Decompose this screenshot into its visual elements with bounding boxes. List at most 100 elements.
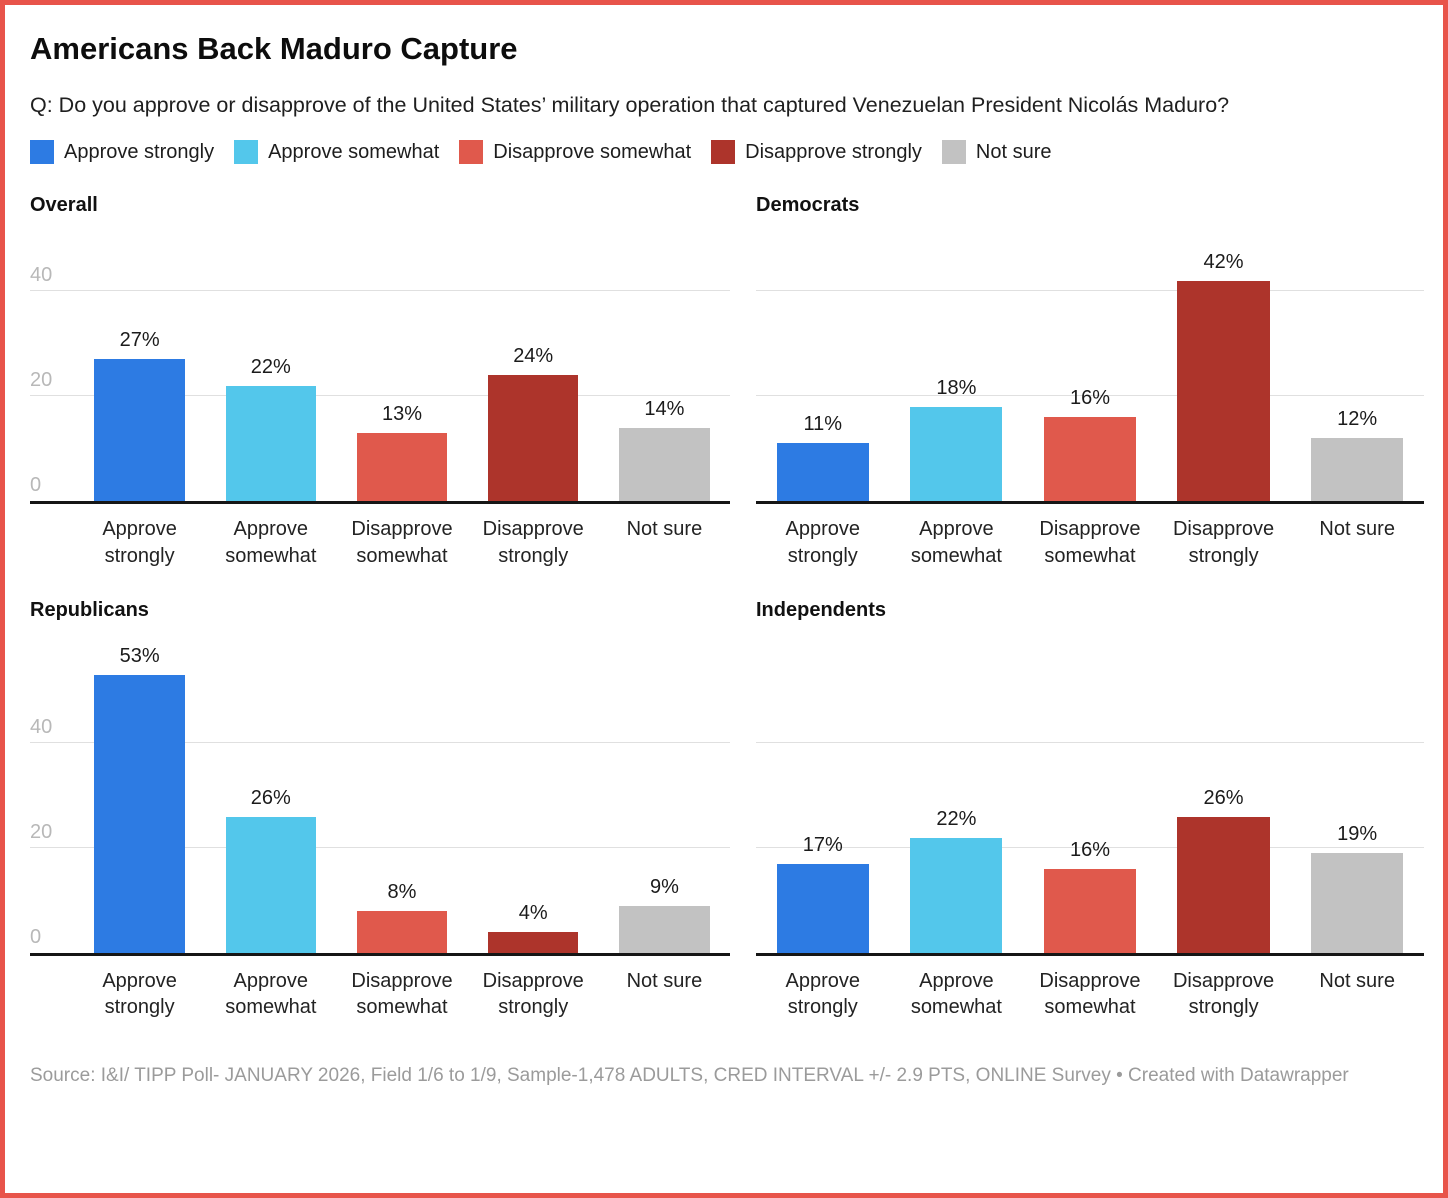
bar-slot-disapprove-somewhat: 13% [336, 243, 467, 502]
bar-approve-strongly: 27% [94, 329, 185, 502]
bar-slot-not-sure: 14% [599, 243, 730, 502]
bars-group: 27% 22% 13% 24% 14% [74, 243, 730, 502]
category-labels-democrats: Approve strongly Approve somewhat Disappro… [756, 516, 1424, 569]
bars-group: 11% 18% 16% 42% 12% [756, 243, 1424, 502]
legend: Approve strongly Approve somewhat Disappro… [30, 140, 1424, 165]
category-label-approve-strongly: Approve strongly [102, 970, 177, 1019]
value-label-approve-strongly: 53% [119, 644, 160, 667]
y-axis-label-40: 40 [30, 264, 53, 287]
category-label-disapprove-strongly: Disapprove strongly [482, 518, 584, 567]
value-label-disapprove-somewhat: 13% [381, 402, 423, 425]
y-axis-label-0: 0 [30, 474, 42, 497]
legend-item-not-sure: Not sure [941, 140, 1052, 165]
gridline-20 [756, 847, 1424, 849]
value-label-disapprove-somewhat: 16% [1069, 387, 1110, 410]
category-label-approve-somewhat: Approve somewhat [910, 518, 1002, 567]
bar-disapprove-strongly: 24% [487, 345, 579, 502]
y-axis-label-40: 40 [30, 716, 53, 739]
chart-republicans: Republicans 0 20 40 53% 26% 8% 4% 9% Approve st… [30, 599, 730, 1021]
plot-area-overall: 0 20 40 27% 22% 13% 24% 14% [30, 243, 730, 505]
bar-approve-somewhat: 18% [910, 377, 1003, 502]
gridline-40 [756, 742, 1424, 744]
category-label-approve-somewhat: Approve somewhat [910, 970, 1002, 1019]
legend-item-approve-somewhat: Approve somewhat [234, 140, 440, 165]
y-axis-label-0: 0 [30, 926, 42, 949]
legend-swatch-approve-somewhat [234, 140, 259, 165]
value-label-approve-somewhat: 22% [250, 355, 291, 378]
category-label-disapprove-strongly: Disapprove strongly [1172, 970, 1275, 1019]
category-label-not-sure: Not sure [626, 518, 703, 541]
bar-disapprove-strongly: 26% [1177, 787, 1270, 954]
plot-area-republicans: 0 20 40 53% 26% 8% 4% 9% [30, 638, 730, 957]
category-label-disapprove-strongly: Disapprove strongly [482, 970, 584, 1019]
gridline-20 [756, 395, 1424, 397]
bar-approve-strongly: 53% [94, 645, 185, 954]
bar-slot-disapprove-strongly: 26% [1157, 638, 1291, 954]
gridline-20 [30, 847, 730, 849]
value-label-approve-somewhat: 26% [250, 786, 291, 809]
category-labels-independents: Approve strongly Approve somewhat Disappro… [756, 968, 1424, 1021]
value-label-disapprove-strongly: 26% [1203, 786, 1244, 809]
bar-disapprove-somewhat: 8% [356, 881, 448, 954]
gridline-40 [30, 742, 730, 744]
category-label-disapprove-somewhat: Disapprove somewhat [1039, 518, 1141, 567]
chart-overall: Overall 0 20 40 27% 22% 13% 24% 14% Approve str… [30, 194, 730, 569]
category-labels-republicans: Approve strongly Approve somewhat Disappro… [74, 968, 730, 1021]
bar-disapprove-strongly: 42% [1177, 251, 1270, 502]
value-label-not-sure: 9% [649, 875, 679, 898]
bar-disapprove-strongly: 4% [487, 902, 579, 954]
value-label-approve-strongly: 27% [119, 329, 160, 352]
chart-title-republicans: Republicans [30, 599, 149, 622]
chart-title-independents: Independents [756, 599, 887, 622]
legend-label: Approve somewhat [268, 140, 440, 163]
value-label-disapprove-strongly: 4% [518, 902, 548, 925]
bar-slot-not-sure: 12% [1290, 243, 1424, 502]
bar-slot-approve-somewhat: 22% [205, 243, 336, 502]
value-label-approve-somewhat: 18% [936, 376, 977, 399]
bar-slot-not-sure: 9% [599, 638, 730, 954]
bar-slot-disapprove-somewhat: 16% [1023, 638, 1157, 954]
bar-disapprove-somewhat: 13% [356, 403, 448, 502]
value-label-approve-somewhat: 22% [936, 807, 977, 830]
charts-grid: Overall 0 20 40 27% 22% 13% 24% 14% Approve str… [30, 194, 1424, 1021]
category-label-disapprove-strongly: Disapprove strongly [1172, 518, 1275, 567]
bars-group: 53% 26% 8% 4% 9% [74, 638, 730, 954]
value-label-approve-strongly: 11% [803, 413, 843, 436]
gridline-40 [756, 290, 1424, 292]
bar-slot-not-sure: 19% [1290, 638, 1424, 954]
plot-area-democrats: 11% 18% 16% 42% 12% [756, 243, 1424, 505]
plot-area-independents: 17% 22% 16% 26% 19% [756, 638, 1424, 957]
source-note: Source: I&I/ TIPP Poll- JANUARY 2026, Fi… [30, 1064, 1349, 1086]
bar-slot-approve-somewhat: 22% [890, 638, 1024, 954]
value-label-disapprove-strongly: 42% [1203, 250, 1244, 273]
bar-slot-approve-somewhat: 18% [890, 243, 1024, 502]
category-label-disapprove-somewhat: Disapprove somewhat [1039, 970, 1141, 1019]
bar-approve-strongly: 17% [776, 834, 869, 954]
gridline-20 [30, 395, 730, 397]
gridline-40 [30, 290, 730, 292]
bar-slot-approve-somewhat: 26% [205, 638, 336, 954]
bar-slot-approve-strongly: 53% [74, 638, 205, 954]
bar-slot-disapprove-strongly: 4% [468, 638, 599, 954]
chart-democrats: Democrats 11% 18% 16% 42% 12% Approve strong… [756, 194, 1424, 569]
category-label-approve-strongly: Approve strongly [785, 970, 861, 1019]
bar-slot-disapprove-somewhat: 8% [336, 638, 467, 954]
value-label-not-sure: 19% [1337, 823, 1378, 846]
category-label-approve-strongly: Approve strongly [102, 518, 177, 567]
bar-slot-disapprove-somewhat: 16% [1023, 243, 1157, 502]
legend-label: Approve strongly [64, 140, 215, 163]
bar-not-sure: 19% [1311, 823, 1404, 954]
value-label-approve-strongly: 17% [802, 833, 843, 856]
bar-approve-somewhat: 22% [910, 808, 1003, 954]
value-label-not-sure: 12% [1337, 408, 1378, 431]
chart-title-overall: Overall [30, 194, 98, 217]
page-container: Americans Back Maduro Capture Q: Do you … [5, 5, 1443, 1089]
chart-question: Q: Do you approve or disapprove of the U… [30, 93, 1230, 117]
value-label-disapprove-strongly: 24% [513, 345, 554, 368]
bar-not-sure: 9% [619, 876, 710, 954]
value-label-not-sure: 14% [644, 397, 685, 420]
category-label-disapprove-somewhat: Disapprove somewhat [351, 970, 453, 1019]
legend-label: Not sure [975, 140, 1052, 163]
bar-not-sure: 14% [619, 398, 710, 502]
category-label-approve-somewhat: Approve somewhat [225, 970, 317, 1019]
